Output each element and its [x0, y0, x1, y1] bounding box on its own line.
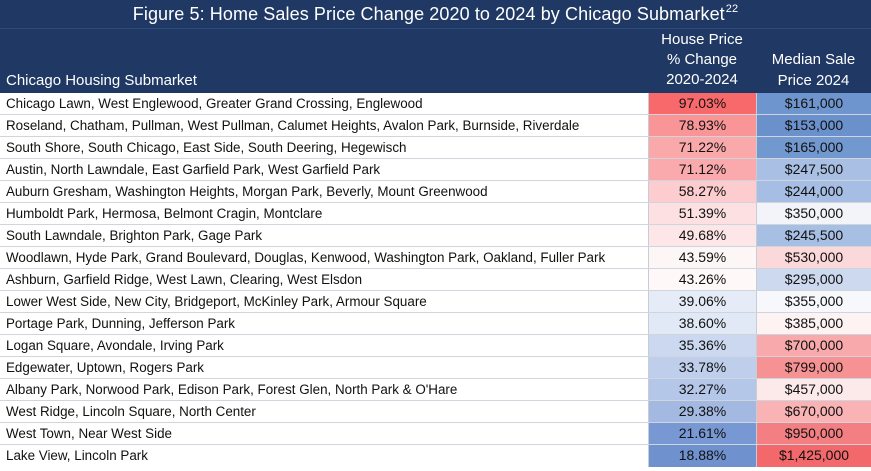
- table-row: Portage Park, Dunning, Jefferson Park 38.…: [0, 313, 871, 335]
- submarket-name: West Town, Near West Side: [6, 426, 172, 441]
- submarket-name: Portage Park, Dunning, Jefferson Park: [6, 316, 236, 331]
- footnote-marker: 22: [725, 3, 739, 15]
- table-row: Edgewater, Uptown, Rogers Park 33.78% $799…: [0, 357, 871, 379]
- submarket-name: Woodlawn, Hyde Park, Grand Boulevard, Do…: [6, 250, 606, 265]
- table-row: Austin, North Lawndale, East Garfield Pa…: [0, 159, 871, 181]
- pct-change-cell: 18.88%: [648, 445, 756, 467]
- header-pct-change: House Price % Change 2020-2024: [648, 29, 756, 93]
- header-median-line-2: Price 2024: [777, 72, 850, 89]
- submarket-name: Logan Square, Avondale, Irving Park: [6, 338, 224, 353]
- table-row: Auburn Gresham, Washington Heights, Morg…: [0, 181, 871, 203]
- median-price-cell: $457,000: [756, 379, 871, 400]
- table-row: Roseland, Chatham, Pullman, West Pullman…: [0, 115, 871, 137]
- pct-change-cell: 21.61%: [648, 423, 756, 444]
- median-price-cell: $350,000: [756, 203, 871, 224]
- median-price-cell: $530,000: [756, 247, 871, 268]
- median-price-cell: $385,000: [756, 313, 871, 334]
- table-row: Albany Park, Norwood Park, Edison Park, …: [0, 379, 871, 401]
- submarket-name: Humboldt Park, Hermosa, Belmont Cragin, …: [6, 206, 323, 221]
- median-price-cell: $670,000: [756, 401, 871, 422]
- submarket-name: Ashburn, Garfield Ridge, West Lawn, Clea…: [6, 272, 363, 287]
- submarket-name: South Shore, South Chicago, East Side, S…: [6, 140, 407, 155]
- submarket-name: Lake View, Lincoln Park: [6, 448, 148, 463]
- submarket-name: Lower West Side, New City, Bridgeport, M…: [6, 294, 427, 309]
- table-row: West Town, Near West Side 21.61% $950,000: [0, 423, 871, 445]
- header-pct-line-3: 2020-2024: [666, 71, 738, 88]
- submarket-name: South Lawndale, Brighton Park, Gage Park: [6, 228, 263, 243]
- pct-change-cell: 32.27%: [648, 379, 756, 400]
- median-price-cell: $165,000: [756, 137, 871, 158]
- pct-change-cell: 71.22%: [648, 137, 756, 158]
- header-median-price: Median Sale Price 2024: [756, 29, 871, 93]
- table-row: Humboldt Park, Hermosa, Belmont Cragin, …: [0, 203, 871, 225]
- pct-change-cell: 97.03%: [648, 93, 756, 114]
- header-median-line-1: Median Sale: [771, 51, 856, 68]
- table-row: Logan Square, Avondale, Irving Park 35.36…: [0, 335, 871, 357]
- submarket-name: Austin, North Lawndale, East Garfield Pa…: [6, 162, 381, 177]
- figure-title: Figure 5: Home Sales Price Change 2020 t…: [132, 3, 725, 24]
- median-price-cell: $799,000: [756, 357, 871, 378]
- median-price-cell: $247,500: [756, 159, 871, 180]
- median-price-cell: $244,000: [756, 181, 871, 202]
- pct-change-cell: 43.59%: [648, 247, 756, 268]
- table-row: South Lawndale, Brighton Park, Gage Park…: [0, 225, 871, 247]
- pct-change-cell: 49.68%: [648, 225, 756, 246]
- median-price-cell: $950,000: [756, 423, 871, 444]
- pct-change-cell: 33.78%: [648, 357, 756, 378]
- pct-change-cell: 71.12%: [648, 159, 756, 180]
- pct-change-cell: 39.06%: [648, 291, 756, 312]
- table-row: Lake View, Lincoln Park 18.88% $1,425,000: [0, 445, 871, 467]
- pct-change-cell: 29.38%: [648, 401, 756, 422]
- pct-change-cell: 43.26%: [648, 269, 756, 290]
- submarket-name: Chicago Lawn, West Englewood, Greater Gr…: [6, 96, 423, 111]
- table-header: Chicago Housing Submarket House Price % …: [0, 28, 871, 93]
- median-price-cell: $700,000: [756, 335, 871, 356]
- submarket-name: Auburn Gresham, Washington Heights, Morg…: [6, 184, 488, 199]
- header-pct-line-1: House Price: [661, 31, 743, 48]
- pct-change-cell: 78.93%: [648, 115, 756, 136]
- table-row: Lower West Side, New City, Bridgeport, M…: [0, 291, 871, 313]
- pct-change-cell: 51.39%: [648, 203, 756, 224]
- pct-change-cell: 38.60%: [648, 313, 756, 334]
- table-row: Chicago Lawn, West Englewood, Greater Gr…: [0, 93, 871, 115]
- table-row: Ashburn, Garfield Ridge, West Lawn, Clea…: [0, 269, 871, 291]
- submarket-name: Albany Park, Norwood Park, Edison Park, …: [6, 382, 458, 397]
- table-body: Chicago Lawn, West Englewood, Greater Gr…: [0, 93, 871, 467]
- header-submarket: Chicago Housing Submarket: [6, 72, 197, 89]
- table-row: Woodlawn, Hyde Park, Grand Boulevard, Do…: [0, 247, 871, 269]
- median-price-cell: $355,000: [756, 291, 871, 312]
- submarket-name: Roseland, Chatham, Pullman, West Pullman…: [6, 118, 580, 133]
- median-price-cell: $161,000: [756, 93, 871, 114]
- header-pct-line-2: % Change: [666, 51, 738, 68]
- median-price-cell: $1,425,000: [756, 445, 871, 467]
- median-price-cell: $153,000: [756, 115, 871, 136]
- pct-change-cell: 58.27%: [648, 181, 756, 202]
- median-price-cell: $245,500: [756, 225, 871, 246]
- median-price-cell: $295,000: [756, 269, 871, 290]
- table-row: South Shore, South Chicago, East Side, S…: [0, 137, 871, 159]
- pct-change-cell: 35.36%: [648, 335, 756, 356]
- submarket-name: Edgewater, Uptown, Rogers Park: [6, 360, 204, 375]
- submarket-name: West Ridge, Lincoln Square, North Center: [6, 404, 256, 419]
- table-row: West Ridge, Lincoln Square, North Center…: [0, 401, 871, 423]
- figure-title-bar: Figure 5: Home Sales Price Change 2020 t…: [0, 0, 871, 28]
